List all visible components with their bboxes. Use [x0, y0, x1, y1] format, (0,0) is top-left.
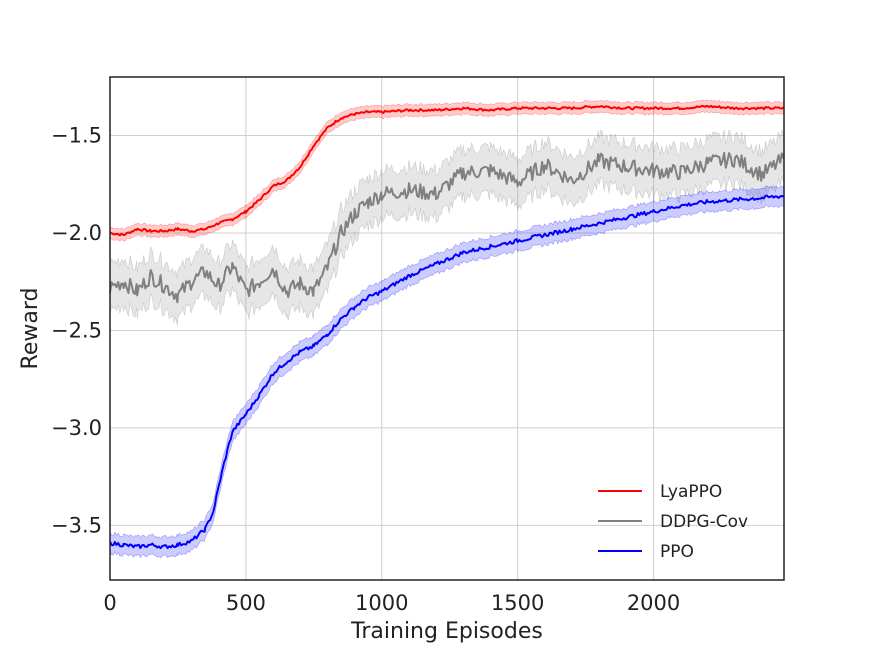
y-axis-label: Reward [18, 288, 43, 370]
tick-labels: 0 500 1000 1500 2000 −1.5 −2.0 −2.5 −3.0 −3.5 [51, 123, 680, 615]
y-tick-label: −1.5 [51, 123, 102, 147]
plot-frame [109, 76, 785, 581]
x-tick-label: 500 [226, 591, 266, 615]
legend-label: PPO [660, 542, 694, 562]
x-tick-label: 0 [103, 591, 116, 615]
series-line-ppo [109, 194, 785, 550]
y-tick-label: −2.5 [51, 318, 102, 342]
series-lines [109, 104, 785, 550]
y-tick-label: −2.0 [51, 221, 102, 245]
legend-label: DDPG-Cov [660, 512, 748, 532]
series-line-lyappo [109, 104, 785, 237]
legend-label: LyaPPO [660, 482, 722, 502]
y-tick-label: −3.0 [51, 416, 102, 440]
x-axis-label: Training Episodes [350, 619, 543, 644]
band-ppo [109, 185, 785, 559]
series-line-ddpg-cov [109, 151, 785, 304]
x-tick-label: 2000 [627, 591, 680, 615]
legend: LyaPPO DDPG-Cov PPO [598, 482, 748, 562]
x-tick-label: 1500 [491, 591, 544, 615]
x-tick-label: 1000 [355, 591, 408, 615]
y-tick-label: −3.5 [51, 513, 102, 537]
grid [109, 77, 784, 580]
